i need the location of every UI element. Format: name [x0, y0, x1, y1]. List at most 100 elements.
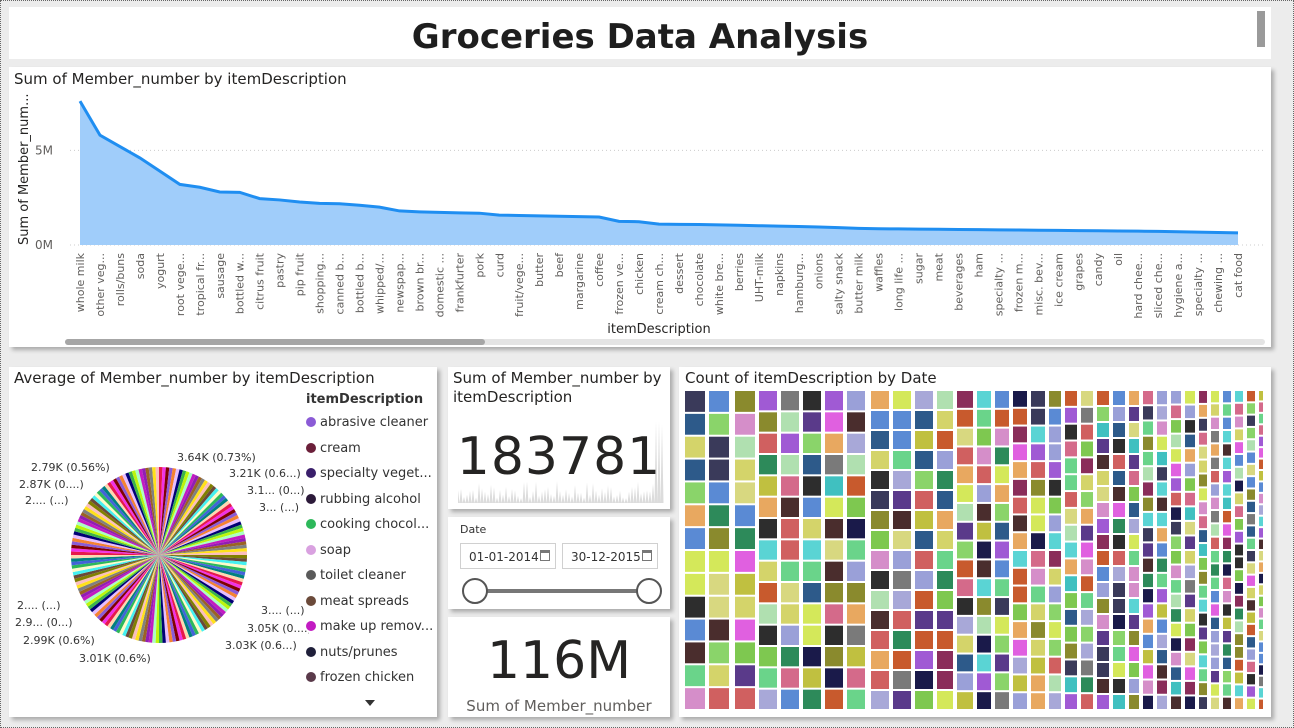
treemap-tile [1049, 462, 1061, 478]
pie-chart-card[interactable]: Average of Member_number by itemDescript… [9, 367, 437, 717]
legend-item[interactable]: rubbing alcohol [306, 492, 421, 507]
treemap-tile [1211, 431, 1219, 443]
pie-slice [159, 555, 202, 634]
horizontal-scrollbar[interactable] [65, 339, 1265, 345]
area-chart-card[interactable]: Sum of Member_number by itemDescription … [9, 67, 1271, 347]
treemap-tile [957, 466, 973, 484]
pie-slice [159, 555, 219, 622]
treemap-tile [825, 583, 843, 603]
legend-item[interactable]: meat spreads [306, 594, 409, 609]
pie-slice [159, 483, 214, 555]
legend-item-label: cream [320, 440, 361, 456]
treemap-tile [871, 391, 889, 409]
treemap-tile [847, 433, 865, 453]
legend-item[interactable]: soap [306, 543, 351, 558]
calendar-icon[interactable] [540, 550, 550, 561]
treemap-tile [759, 583, 777, 603]
treemap-tile [1013, 551, 1027, 567]
treemap-tile [957, 409, 973, 427]
treemap-tile [803, 647, 821, 667]
pie-slice [159, 551, 247, 555]
date-end-input[interactable]: 30-12-2015 [562, 543, 658, 569]
treemap-tile [995, 673, 1009, 691]
legend-item[interactable]: cream [306, 441, 361, 456]
total-card: 116M Sum of Member_number [448, 617, 670, 717]
calendar-icon[interactable] [642, 550, 652, 561]
treemap-tile [1223, 417, 1231, 429]
treemap-tile [1223, 457, 1231, 469]
treemap-tile [735, 391, 755, 412]
treemap[interactable] [679, 367, 1271, 717]
treemap-tile [1185, 667, 1195, 680]
treemap-tile [759, 540, 777, 560]
legend-scroll-down-icon[interactable] [365, 700, 375, 706]
pie-chart[interactable]: 3.64K (0.73%) 3.21K (0.6...) 3.1... (0...)… [9, 377, 309, 717]
horizontal-scrollbar-thumb[interactable] [65, 339, 485, 345]
pie-slice [72, 555, 159, 576]
treemap-tile [1081, 576, 1093, 592]
treemap-tile [1157, 695, 1167, 709]
treemap-tile [847, 540, 865, 560]
treemap-tile [1247, 440, 1255, 451]
treemap-tile [1097, 599, 1109, 613]
treemap-tile [893, 511, 911, 529]
pie-slice [159, 500, 231, 555]
treemap-tile [1223, 591, 1231, 603]
treemap-tile [1185, 580, 1195, 593]
pie-chart-title: Average of Member_number by itemDescript… [14, 369, 375, 387]
treemap-tile [915, 531, 933, 549]
treemap-tile [825, 689, 843, 709]
treemap-tile [1157, 451, 1167, 466]
pie-slice [159, 506, 235, 555]
legend-item[interactable]: cooking chocol... [306, 517, 429, 532]
treemap-tile [1185, 696, 1195, 709]
treemap-tile [1171, 478, 1181, 491]
legend-item[interactable]: abrasive cleaner [306, 415, 428, 430]
date-start-input[interactable]: 01-01-2014 [460, 543, 556, 569]
date-range-end-handle[interactable] [636, 578, 662, 604]
treemap-tile [871, 651, 889, 669]
pie-slice [159, 555, 235, 604]
treemap-tile [803, 604, 821, 624]
pie-slice [155, 555, 159, 643]
pie-slice [159, 497, 229, 555]
treemap-tile [1157, 573, 1167, 588]
treemap-tile [1143, 528, 1153, 542]
treemap-tile [1259, 585, 1263, 595]
treemap-tile [937, 611, 953, 629]
pie-slice [159, 555, 236, 601]
date-range-start-handle[interactable] [462, 578, 488, 604]
treemap-tile [893, 631, 911, 649]
legend-item-label: rubbing alcohol [320, 491, 421, 507]
treemap-tile [735, 505, 755, 527]
treemap-tile [1113, 679, 1125, 693]
treemap-tile [1235, 480, 1243, 492]
treemap-card[interactable]: Count of itemDescription by Date [679, 367, 1271, 717]
legend-item[interactable]: make up remov... [306, 619, 433, 634]
vertical-scrollbar[interactable] [1257, 11, 1265, 47]
treemap-tile [1031, 639, 1045, 656]
date-slicer-card[interactable]: Date 01-01-2014 30-12-2015 [448, 517, 670, 609]
treemap-tile [1097, 583, 1109, 597]
pie-slice [159, 468, 180, 555]
legend-item-label: toilet cleaner [320, 568, 406, 583]
treemap-tile [1143, 497, 1153, 511]
pie-slice [159, 531, 245, 555]
legend-item[interactable]: nuts/prunes [306, 645, 398, 660]
legend-item[interactable]: specialty veget... [306, 466, 432, 481]
treemap-tile [1065, 441, 1077, 457]
legend-item[interactable]: frozen chicken [306, 670, 414, 685]
pie-slice [83, 506, 159, 555]
treemap-tile [709, 642, 729, 664]
legend-item[interactable]: toilet cleaner [306, 568, 406, 583]
pie-data-label: 2.9... (0...) [15, 616, 73, 629]
treemap-tile [1031, 497, 1045, 514]
treemap-tile [1235, 429, 1243, 441]
treemap-tile [1129, 439, 1139, 453]
date-range-track[interactable] [474, 589, 650, 593]
pie-slice [110, 555, 159, 631]
legend-color-dot [306, 468, 316, 478]
treemap-tile [1235, 391, 1243, 402]
treemap-tile [957, 447, 973, 465]
